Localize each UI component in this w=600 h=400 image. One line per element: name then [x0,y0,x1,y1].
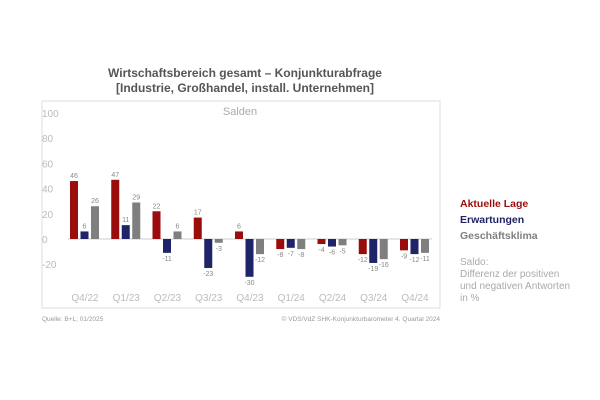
bar [410,239,419,255]
x-tick-label: Q1/24 [278,293,306,304]
bar [132,202,141,239]
plot-frame [41,100,441,309]
legend-geschaeftsklima: Geschäftsklima [460,230,538,242]
data-label: 29 [132,194,140,201]
bar [286,239,295,248]
data-label: -11 [162,256,172,263]
bar [317,239,326,245]
saldo-note: Saldo: Differenz der positiven und negat… [460,257,600,305]
bar [338,239,347,246]
bar [204,239,213,268]
data-label: 6 [83,223,87,230]
bar [173,231,182,239]
y-tick-label: 40 [42,185,54,196]
data-label: -6 [329,250,335,257]
note-line: Differenz der positiven [460,269,560,280]
legend-erwartungen: Erwartungen [460,214,525,226]
bar [91,206,99,239]
x-tick-label: Q1/23 [113,293,141,304]
bar [70,181,78,239]
note-line: Saldo: [460,257,489,268]
bar [328,239,336,247]
data-label: 47 [111,172,119,179]
x-tick-label: Q3/24 [360,293,388,304]
chart-title: Wirtschaftsbereich gesamt – Konjunkturab… [0,66,490,96]
bar [193,217,202,239]
bar [297,239,306,250]
data-label: -12 [358,257,368,264]
bar [163,239,171,253]
note-line: in % [460,293,480,304]
data-label: 6 [237,223,241,230]
title-line-1: Wirtschaftsbereich gesamt – Konjunkturab… [108,66,382,80]
data-label: 22 [153,203,161,210]
data-label: 46 [70,173,78,180]
data-label: 17 [194,210,202,217]
bar [121,225,130,239]
bar [214,239,223,243]
data-label: -11 [420,256,430,263]
title-line-2: [Industrie, Großhandel, install. Unterne… [115,81,375,95]
y-tick-label: 80 [42,134,54,145]
data-label: -12 [255,257,265,264]
chart-subtitle: Salden [223,106,257,118]
bar [276,239,285,250]
bar [152,211,161,239]
data-label: -12 [409,257,419,264]
y-tick-label: -20 [42,260,57,271]
x-tick-label: Q2/23 [154,293,182,304]
data-label: -9 [401,253,407,260]
source-text: Quelle: B+L; 01/2025 [42,316,104,323]
legend-aktuelle-lage: Aktuelle Lage [460,198,529,210]
bar [80,231,89,239]
y-tick-label: 20 [42,210,54,221]
y-tick-label: 0 [42,235,48,246]
data-label: -16 [379,262,389,269]
x-tick-label: Q3/23 [195,293,223,304]
bar [245,239,254,277]
data-label: -19 [368,266,378,273]
bar [235,231,243,239]
data-label: -30 [244,280,254,287]
x-tick-label: Q4/24 [401,293,429,304]
data-label: -8 [277,252,283,259]
bar [256,239,264,255]
bar [369,239,378,263]
data-label: 6 [176,223,180,230]
data-label: -8 [298,252,304,259]
data-label: -23 [203,271,213,278]
bar [421,239,429,253]
data-label: -7 [288,251,294,258]
bar [379,239,388,260]
x-tick-label: Q4/23 [236,293,264,304]
data-label: -4 [318,247,324,254]
bar [358,239,367,255]
bar [111,179,120,239]
y-tick-label: 60 [42,159,54,170]
data-label: -3 [216,246,222,253]
y-tick-label: 100 [42,109,59,120]
bar [400,239,408,251]
copyright-text: © VDS/VdZ SHK-Konjunkturbarometer 4. Qua… [281,316,440,323]
data-label: -5 [339,248,345,255]
note-line: und negativen Antworten [460,281,571,292]
x-tick-label: Q2/24 [319,293,347,304]
x-tick-label: Q4/22 [71,293,99,304]
data-label: 11 [122,217,129,224]
data-label: 26 [91,198,99,205]
